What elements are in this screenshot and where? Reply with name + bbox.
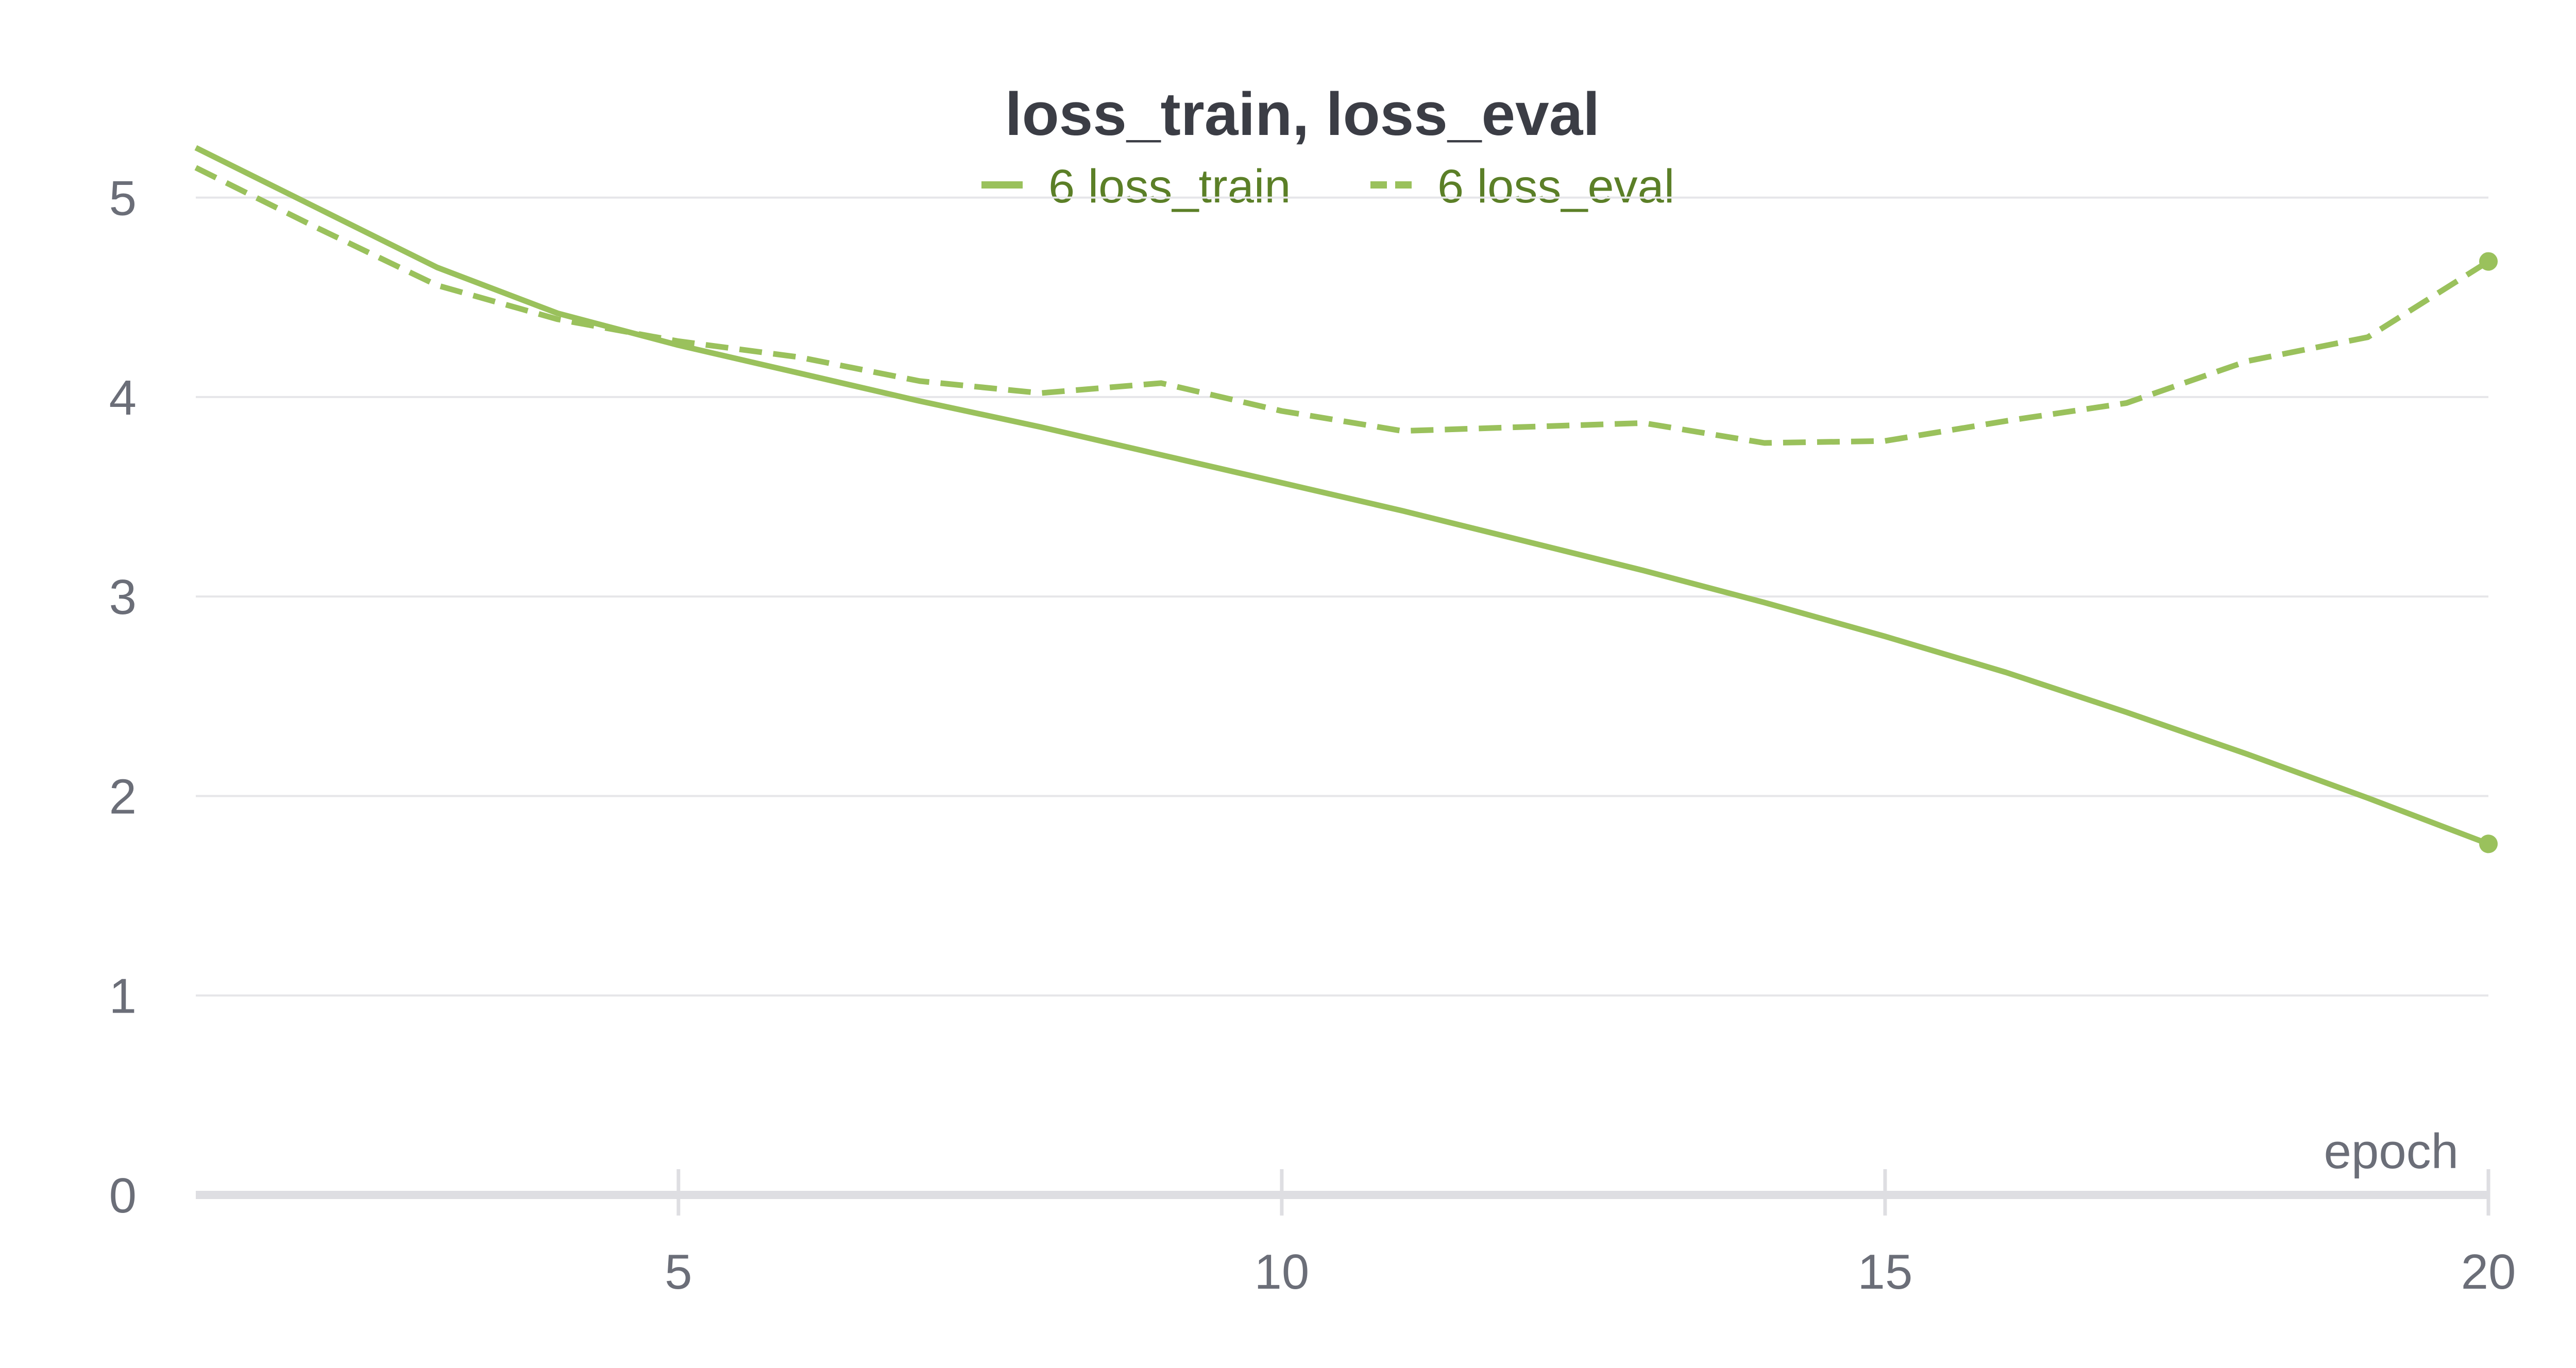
x-tick-label: 10 bbox=[1255, 1244, 1310, 1299]
x-tick-label: 5 bbox=[665, 1244, 692, 1299]
legend-item[interactable]: 6 loss_eval bbox=[1370, 160, 1674, 213]
legend-label: 6 loss_eval bbox=[1437, 160, 1674, 213]
y-tick-label: 1 bbox=[109, 969, 137, 1024]
x-axis-title: epoch bbox=[2324, 1124, 2459, 1179]
chart-title: loss_train, loss_eval bbox=[1005, 80, 1600, 148]
y-tick-label: 2 bbox=[109, 769, 137, 824]
legend: 6 loss_train 6 loss_eval bbox=[981, 160, 1674, 213]
y-gridlines bbox=[196, 196, 2488, 997]
legend-item[interactable]: 6 loss_train bbox=[981, 160, 1291, 213]
y-tick-label: 0 bbox=[109, 1168, 137, 1223]
series-line-6-loss_train bbox=[194, 145, 2489, 847]
y-tick-label: 3 bbox=[109, 570, 137, 625]
series-line-6-loss_eval bbox=[194, 165, 2490, 446]
legend-label: 6 loss_train bbox=[1048, 160, 1291, 213]
series-end-point bbox=[2479, 252, 2498, 271]
y-tick-label: 4 bbox=[109, 370, 137, 425]
x-axis: 5 10 15 20 bbox=[196, 1169, 2516, 1299]
x-tick-label: 20 bbox=[2461, 1244, 2516, 1299]
series-end-point bbox=[2479, 834, 2498, 853]
x-tick-label: 15 bbox=[1858, 1244, 1913, 1299]
y-tick-label: 5 bbox=[109, 171, 137, 226]
y-axis: 0 1 2 3 4 5 bbox=[109, 171, 137, 1223]
series-lines bbox=[194, 145, 2498, 853]
